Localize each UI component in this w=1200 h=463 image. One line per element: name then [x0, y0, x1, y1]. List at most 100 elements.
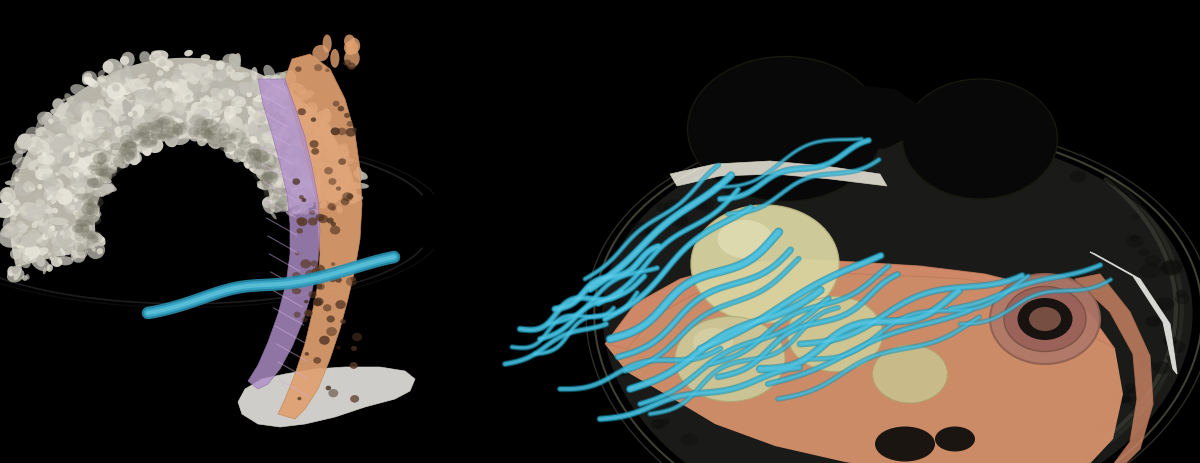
- Ellipse shape: [1124, 384, 1135, 392]
- Ellipse shape: [263, 155, 277, 168]
- Ellipse shape: [179, 92, 184, 96]
- Ellipse shape: [283, 138, 287, 141]
- Ellipse shape: [114, 109, 122, 119]
- Ellipse shape: [311, 149, 319, 156]
- Ellipse shape: [22, 234, 38, 248]
- Ellipse shape: [229, 133, 247, 142]
- Ellipse shape: [146, 100, 157, 110]
- Ellipse shape: [30, 186, 34, 192]
- Ellipse shape: [134, 83, 139, 88]
- Ellipse shape: [295, 144, 310, 151]
- Ellipse shape: [14, 238, 22, 244]
- Ellipse shape: [108, 106, 120, 120]
- Ellipse shape: [76, 101, 92, 119]
- Ellipse shape: [121, 125, 131, 132]
- Ellipse shape: [79, 223, 89, 233]
- Ellipse shape: [60, 133, 74, 141]
- Ellipse shape: [89, 233, 98, 242]
- Ellipse shape: [304, 144, 308, 149]
- Ellipse shape: [604, 303, 624, 317]
- Ellipse shape: [296, 218, 304, 225]
- Ellipse shape: [274, 193, 281, 198]
- Ellipse shape: [208, 133, 222, 147]
- Ellipse shape: [89, 207, 100, 219]
- Ellipse shape: [157, 117, 175, 131]
- Ellipse shape: [1130, 408, 1139, 414]
- Ellipse shape: [86, 204, 98, 217]
- Ellipse shape: [166, 93, 173, 99]
- Ellipse shape: [1003, 163, 1016, 171]
- Ellipse shape: [170, 76, 179, 84]
- Ellipse shape: [34, 160, 38, 164]
- Ellipse shape: [114, 134, 125, 146]
- Ellipse shape: [91, 159, 98, 165]
- Ellipse shape: [122, 153, 139, 163]
- Ellipse shape: [90, 169, 104, 176]
- Ellipse shape: [142, 123, 151, 138]
- Ellipse shape: [296, 169, 302, 177]
- Ellipse shape: [269, 87, 276, 102]
- Ellipse shape: [170, 130, 190, 146]
- Ellipse shape: [227, 134, 236, 144]
- Ellipse shape: [80, 231, 98, 240]
- Ellipse shape: [250, 137, 257, 144]
- Ellipse shape: [46, 194, 56, 205]
- Ellipse shape: [119, 114, 136, 131]
- Ellipse shape: [122, 153, 138, 160]
- Ellipse shape: [86, 179, 98, 186]
- Ellipse shape: [97, 116, 103, 122]
- Ellipse shape: [233, 150, 247, 163]
- Polygon shape: [670, 162, 887, 187]
- Ellipse shape: [300, 107, 317, 119]
- Ellipse shape: [331, 127, 338, 135]
- Ellipse shape: [25, 238, 38, 244]
- Ellipse shape: [197, 105, 205, 108]
- Ellipse shape: [154, 55, 161, 58]
- Ellipse shape: [326, 316, 335, 323]
- Ellipse shape: [281, 189, 287, 196]
- Ellipse shape: [1130, 214, 1140, 220]
- Ellipse shape: [312, 188, 319, 196]
- Ellipse shape: [278, 171, 289, 184]
- Ellipse shape: [140, 138, 149, 142]
- Ellipse shape: [44, 113, 53, 123]
- Ellipse shape: [335, 278, 342, 283]
- Ellipse shape: [166, 122, 173, 130]
- Ellipse shape: [1110, 390, 1130, 404]
- Ellipse shape: [92, 205, 100, 214]
- Ellipse shape: [92, 110, 109, 122]
- Ellipse shape: [140, 134, 156, 150]
- Ellipse shape: [64, 134, 74, 147]
- Ellipse shape: [13, 265, 22, 281]
- Ellipse shape: [124, 140, 128, 145]
- Ellipse shape: [52, 112, 71, 123]
- Ellipse shape: [145, 93, 152, 100]
- Ellipse shape: [134, 140, 142, 148]
- Ellipse shape: [164, 137, 178, 148]
- Ellipse shape: [295, 209, 302, 215]
- Ellipse shape: [332, 166, 336, 170]
- Ellipse shape: [284, 178, 293, 186]
- Ellipse shape: [245, 123, 253, 131]
- Ellipse shape: [74, 168, 79, 173]
- Ellipse shape: [161, 126, 166, 130]
- Ellipse shape: [220, 126, 233, 139]
- Ellipse shape: [77, 213, 89, 219]
- Ellipse shape: [30, 148, 37, 155]
- Ellipse shape: [265, 86, 271, 91]
- Ellipse shape: [858, 145, 871, 155]
- Ellipse shape: [271, 179, 278, 187]
- Ellipse shape: [718, 220, 773, 258]
- Ellipse shape: [70, 236, 80, 247]
- Ellipse shape: [331, 181, 348, 199]
- Ellipse shape: [173, 129, 182, 137]
- Ellipse shape: [292, 163, 300, 174]
- Ellipse shape: [250, 106, 269, 115]
- Ellipse shape: [121, 149, 134, 162]
- Ellipse shape: [253, 99, 263, 103]
- Ellipse shape: [268, 150, 274, 156]
- Ellipse shape: [288, 148, 292, 154]
- Ellipse shape: [78, 127, 83, 132]
- Ellipse shape: [346, 192, 359, 204]
- Ellipse shape: [71, 250, 85, 263]
